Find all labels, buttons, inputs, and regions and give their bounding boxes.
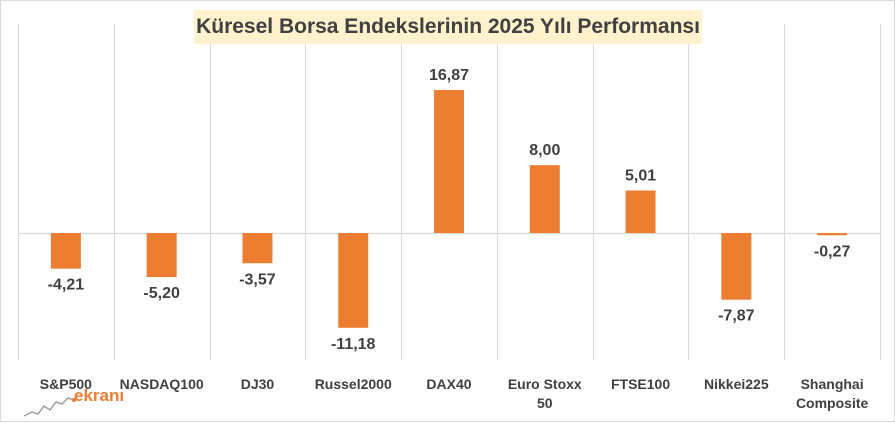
ekrani-logo: ekranı xyxy=(22,386,142,420)
data-label: -5,20 xyxy=(143,285,180,302)
data-label: -0,27 xyxy=(814,243,851,260)
data-label: -3,57 xyxy=(239,271,276,288)
data-label: 8,00 xyxy=(529,142,560,159)
data-label: -7,87 xyxy=(718,308,755,325)
bar xyxy=(817,233,848,236)
bar xyxy=(434,90,464,233)
category-label: Composite xyxy=(796,395,869,411)
bar xyxy=(721,233,752,300)
bar xyxy=(338,233,369,328)
data-label: 5,01 xyxy=(625,168,656,185)
category-label: S&P500 xyxy=(40,376,92,392)
data-label: -4,21 xyxy=(48,277,85,294)
logo-chart-icon xyxy=(23,397,76,417)
data-label: -11,18 xyxy=(331,336,376,353)
bar xyxy=(50,233,81,269)
bar xyxy=(146,233,177,278)
category-label: Euro Stoxx xyxy=(508,376,582,392)
data-label: 16,87 xyxy=(429,67,469,84)
category-label: Russel2000 xyxy=(315,376,392,392)
category-label: 50 xyxy=(537,395,553,411)
bar xyxy=(242,233,273,264)
chart-title: Küresel Borsa Endekslerinin 2025 Yılı Pe… xyxy=(196,15,700,38)
category-label: DJ30 xyxy=(241,376,275,392)
category-label: DAX40 xyxy=(426,376,471,392)
bar xyxy=(625,190,656,233)
category-label: NASDAQ100 xyxy=(120,376,204,392)
category-label: Shanghai xyxy=(801,376,864,392)
bar xyxy=(529,165,560,233)
category-label: Nikkei225 xyxy=(704,376,769,392)
logo-text: ekranı xyxy=(74,386,125,405)
chart-title-box: Küresel Borsa Endekslerinin 2025 Yılı Pe… xyxy=(194,10,702,44)
category-label: FTSE100 xyxy=(611,376,670,392)
